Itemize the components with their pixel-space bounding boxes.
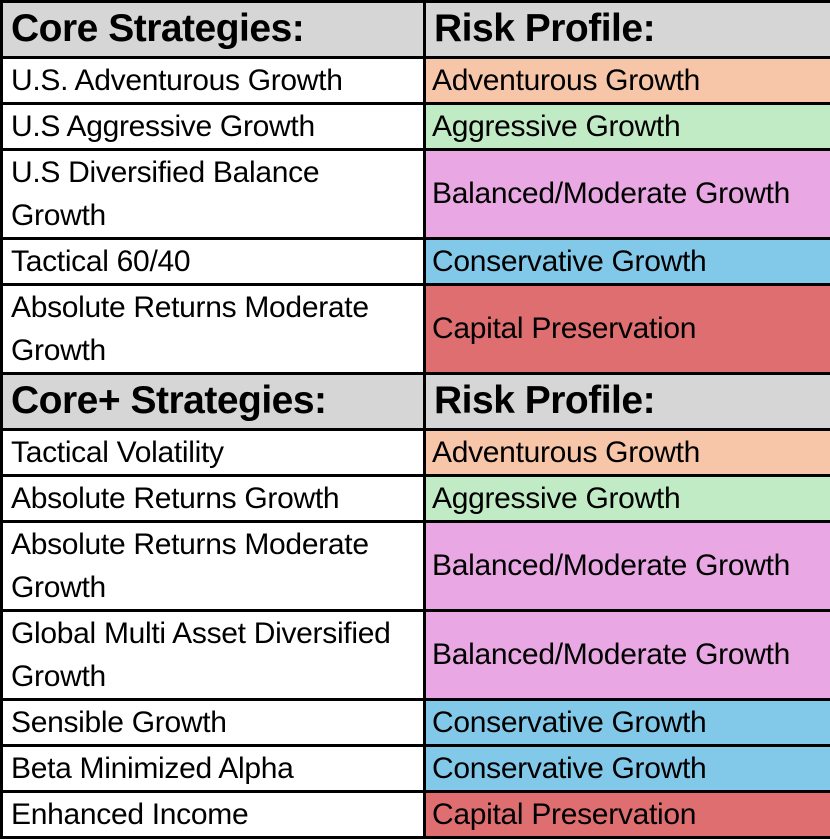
- risk-cell: Aggressive Growth: [425, 104, 830, 150]
- strategy-cell: Sensible Growth: [2, 700, 425, 746]
- strategy-cell: Enhanced Income: [2, 792, 425, 838]
- risk-cell: Adventurous Growth: [425, 430, 830, 476]
- section-header-row: Core+ Strategies:Risk Profile:: [2, 374, 830, 430]
- risk-cell: Conservative Growth: [425, 746, 830, 792]
- strategy-cell: Absolute Returns Moderate Growth: [2, 285, 425, 374]
- strategy-cell: Global Multi Asset Diversified Growth: [2, 611, 425, 700]
- strategy-cell: Beta Minimized Alpha: [2, 746, 425, 792]
- risk-cell: Aggressive Growth: [425, 476, 830, 522]
- risk-cell: Balanced/Moderate Growth: [425, 150, 830, 239]
- strategy-cell: U.S Diversified Balance Growth: [2, 150, 425, 239]
- risk-cell: Capital Preservation: [425, 285, 830, 374]
- strategy-cell: Tactical 60/40: [2, 239, 425, 285]
- strategy-cell: Tactical Volatility: [2, 430, 425, 476]
- risk-cell: Balanced/Moderate Growth: [425, 522, 830, 611]
- strategy-cell: U.S. Adventurous Growth: [2, 58, 425, 104]
- risk-cell: Capital Preservation: [425, 792, 830, 838]
- strategies-header-cell: Core+ Strategies:: [2, 374, 425, 430]
- risk-cell: Balanced/Moderate Growth: [425, 611, 830, 700]
- risk-cell: Conservative Growth: [425, 239, 830, 285]
- risk-cell: Adventurous Growth: [425, 58, 830, 104]
- risk-profile-header-cell: Risk Profile:: [425, 2, 830, 58]
- risk-cell: Conservative Growth: [425, 700, 830, 746]
- strategy-cell: Absolute Returns Moderate Growth: [2, 522, 425, 611]
- strategies-header-cell: Core Strategies:: [2, 2, 425, 58]
- section-header-row: Core Strategies:Risk Profile:: [2, 2, 830, 58]
- strategy-cell: U.S Aggressive Growth: [2, 104, 425, 150]
- strategy-cell: Absolute Returns Growth: [2, 476, 425, 522]
- risk-profile-header-cell: Risk Profile:: [425, 374, 830, 430]
